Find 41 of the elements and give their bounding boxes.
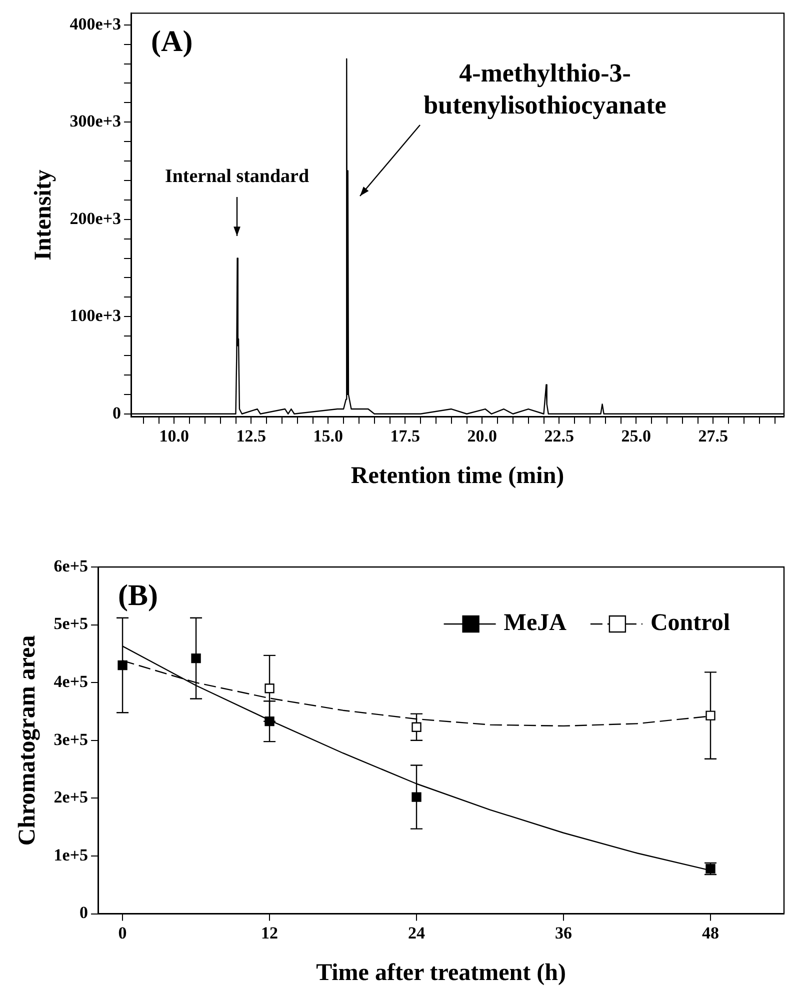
x-tick-label: 20.0 [467,426,498,446]
y-axis-title: Chromatogram area [14,635,41,846]
y-tick-label: 0 [112,403,122,422]
x-axis-title: Time after treatment (h) [316,960,566,986]
annotation: Internal standard [164,166,310,187]
annotation: (A) [151,24,193,58]
point [191,653,201,664]
x-tick-label: 15.0 [313,426,344,446]
x-axis-title: Retention time (min) [350,462,564,489]
point [412,722,422,732]
legend-label: Control [650,610,730,636]
y-tick-label: 200e+3 [70,208,122,228]
x-tick-label: 48 [702,923,720,942]
y-tick-label: 0 [80,903,88,922]
y-tick-label: 5e+5 [54,614,88,634]
x-tick-label: 12.5 [236,426,266,446]
x-tick-label: 22.5 [544,426,574,446]
y-tick-label: 300e+3 [70,112,122,131]
x-tick-label: 36 [555,923,572,942]
point [264,684,274,694]
y-axis-title: Intensity [30,170,57,260]
point [412,792,422,802]
y-tick-label: 2e+5 [54,788,88,807]
y-tick-label: 100e+3 [70,306,122,326]
y-tick-label: 1e+5 [54,845,88,864]
point [706,710,716,720]
y-tick-label: 4e+5 [54,672,88,691]
y-tick-label: 3e+5 [54,730,88,749]
x-tick-label: 17.5 [390,426,420,446]
annotation: 4-methylthio-3- butenylisothiocyanate [424,58,666,120]
annotation: (B) [118,578,158,612]
x-tick-label: 27.5 [698,426,728,446]
y-tick-label: 400e+3 [70,14,122,34]
x-tick-label: 10.0 [159,426,190,446]
legend-label: MeJA [504,610,568,636]
point [118,660,128,670]
point [264,716,274,726]
x-tick-label: 25.0 [621,426,652,446]
y-tick-label: 6e+5 [54,556,88,576]
x-tick-label: 12 [261,923,278,942]
x-tick-label: 24 [408,923,426,942]
